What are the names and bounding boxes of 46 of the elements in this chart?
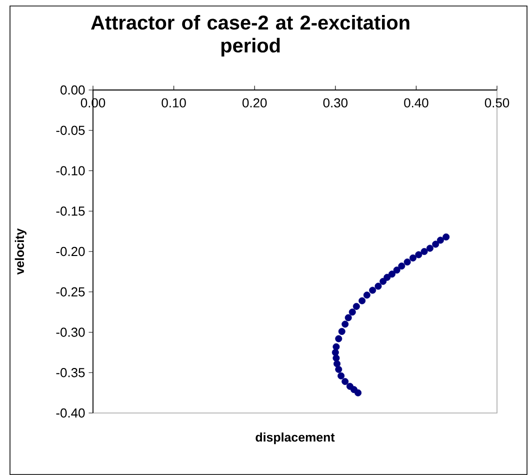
x-tick-label: 0.10 (162, 98, 186, 108)
y-tick-label: -0.05 (56, 126, 85, 135)
x-tick-label: 0.40 (404, 98, 428, 108)
point (415, 251, 422, 258)
y-tick-label: -0.25 (56, 287, 85, 296)
y-tick-label: -0.40 (56, 408, 85, 418)
point (338, 328, 346, 335)
point (393, 266, 400, 274)
point (432, 240, 440, 248)
point (342, 378, 349, 386)
x-tick-label: 0.20 (242, 98, 267, 108)
point (344, 314, 352, 322)
x-axis-title: displacement (256, 432, 335, 444)
y-tick-label: -0.10 (56, 166, 85, 176)
chart-title: Attractor of case-2 at 2-excitation period (91, 15, 410, 57)
point (335, 335, 342, 342)
point (426, 244, 434, 252)
point (352, 302, 360, 310)
y-tick-label: -0.35 (56, 368, 85, 378)
x-tick-label: 0.30 (323, 98, 348, 108)
point (398, 262, 406, 270)
point (338, 372, 345, 380)
point (332, 343, 340, 350)
point (388, 270, 396, 278)
point (358, 297, 366, 304)
point (374, 282, 382, 290)
point (420, 248, 428, 255)
point (348, 308, 356, 316)
x-tick-label: 0.50 (484, 98, 510, 108)
point (380, 278, 387, 285)
point (442, 233, 450, 240)
point (404, 258, 411, 266)
point (369, 286, 376, 294)
y-tick-label: -0.20 (56, 246, 85, 256)
y-tick-label: 0.00 (60, 85, 85, 95)
point (334, 360, 341, 368)
point (332, 354, 340, 362)
y-tick-label: -0.15 (56, 206, 85, 216)
point (354, 389, 362, 396)
point (409, 254, 416, 262)
y-tick-label: -0.30 (56, 328, 85, 337)
point (342, 320, 349, 328)
point (436, 236, 444, 244)
y-axis-title: velocity (14, 228, 26, 275)
point (363, 292, 370, 299)
point (335, 366, 342, 373)
